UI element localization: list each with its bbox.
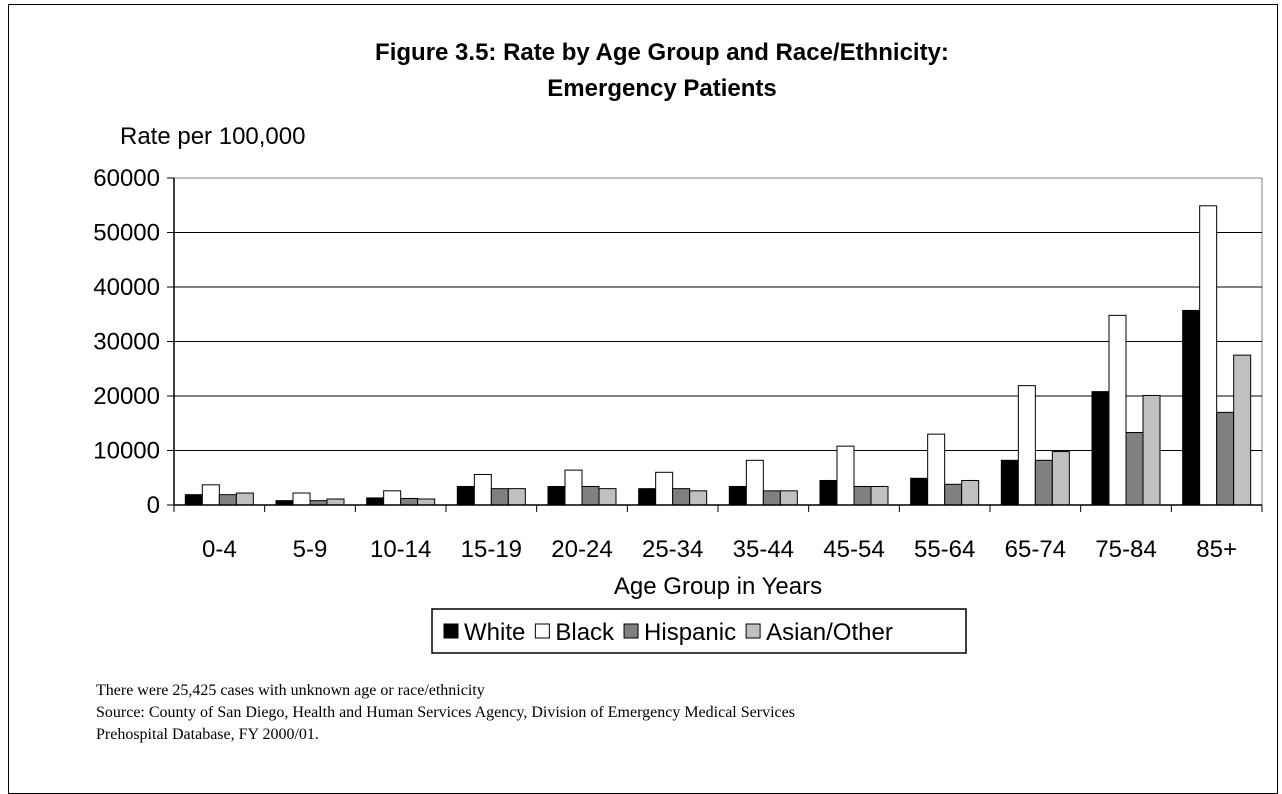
y-tick-label: 20000 [93,383,160,410]
bar-hispanic-25-34 [672,488,691,506]
bar-white-65-74 [1000,459,1019,506]
bar-hispanic-20-24 [581,485,600,506]
bar-hispanic-65-74 [1034,459,1053,506]
note-database: Prehospital Database, FY 2000/01. [96,726,319,743]
bar-hispanic-75-84 [1125,432,1144,506]
legend-label: Asian/Other [766,619,893,646]
x-tick-label: 5-9 [293,536,328,563]
x-tick-label: 45-54 [823,536,884,563]
bar-asian-other-0-4 [235,492,254,506]
legend-swatch [745,623,761,639]
bar-black-75-84 [1108,314,1127,506]
legend-swatch [623,623,639,639]
bar-hispanic-35-44 [762,490,781,506]
bar-black-55-64 [927,433,946,506]
bar-white-85+ [1182,309,1201,506]
chart-title-line2: Emergency Patients [547,75,776,102]
note-source: Source: County of San Diego, Health and … [96,704,795,721]
bar-asian-other-35-44 [779,490,798,506]
x-tick-label: 65-74 [1005,536,1066,563]
bar-asian-other-75-84 [1142,394,1161,506]
chart: Figure 3.5: Rate by Age Group and Race/E… [93,39,1263,654]
bar-asian-other-10-14 [417,498,436,506]
x-tick-label: 75-84 [1095,536,1156,563]
legend-label: Black [555,619,615,646]
legend-swatch [443,623,459,639]
bar-white-75-84 [1091,391,1110,506]
bar-asian-other-20-24 [598,488,617,506]
x-tick-label: 10-14 [370,536,431,563]
x-tick-label: 0-4 [202,536,237,563]
y-tick-label: 0 [147,492,160,519]
legend-box [431,608,967,654]
legend-label: Hispanic [644,619,736,646]
x-tick-label: 55-64 [914,536,975,563]
bar-black-25-34 [655,471,674,506]
bar-black-65-74 [1017,385,1036,506]
bar-hispanic-85+ [1216,411,1235,506]
legend-swatch [534,623,550,639]
bar-white-10-14 [366,497,385,506]
bar-asian-other-55-64 [961,479,980,506]
x-tick-label: 25-34 [642,536,703,563]
y-tick-labels: 0 10000 20000 30000 40000 50000 60000 [93,165,160,519]
bar-white-20-24 [547,485,566,506]
x-tick-label: 35-44 [733,536,794,563]
x-tick-labels: 0-4 5-9 10-14 15-19 20-24 25-34 35-44 45-54 55-6… [202,536,1237,563]
axes [167,177,1263,512]
bar-black-10-14 [383,490,402,506]
bar-white-0-4 [184,494,203,506]
bar-black-0-4 [201,484,220,506]
bar-asian-other-15-19 [507,488,526,506]
bar-white-15-19 [456,485,475,506]
bar-hispanic-0-4 [218,494,237,506]
y-axis-label: Rate per 100,000 [120,123,305,150]
bar-black-5-9 [292,492,311,506]
gridlines [174,177,1263,505]
x-tick-label: 15-19 [461,536,522,563]
bars [184,205,1252,506]
bar-white-55-64 [910,477,929,506]
y-tick-label: 40000 [93,274,160,301]
bar-asian-other-85+ [1233,354,1252,506]
bar-asian-other-5-9 [326,498,345,506]
bar-hispanic-10-14 [400,497,419,506]
bar-hispanic-45-54 [853,485,872,506]
bar-black-45-54 [836,445,855,506]
bar-asian-other-65-74 [1051,451,1070,506]
bar-white-25-34 [638,488,657,506]
x-tick-label: 20-24 [551,536,612,563]
y-tick-label: 60000 [93,165,160,192]
y-tick-label: 50000 [93,220,160,247]
chart-frame [8,4,1278,794]
chart-title-line1: Figure 3.5: Rate by Age Group and Race/E… [375,39,949,66]
bar-black-20-24 [564,469,583,506]
y-tick-label: 10000 [93,438,160,465]
bar-hispanic-55-64 [944,483,963,506]
bar-hispanic-15-19 [490,488,509,506]
x-axis-label: Age Group in Years [614,573,822,600]
bar-white-35-44 [728,485,747,506]
footnotes: There were 25,425 cases with unknown age… [96,680,795,746]
bar-white-45-54 [819,479,838,506]
y-tick-label: 30000 [93,329,160,356]
x-tick-label: 85+ [1196,536,1237,563]
legend-label: White [464,619,525,646]
bar-black-35-44 [745,459,764,506]
legend: White Black Hispanic Asian/Other [431,608,967,654]
bar-asian-other-25-34 [689,490,708,506]
bar-black-85+ [1199,205,1218,506]
note-unknown-cases: There were 25,425 cases with unknown age… [96,682,485,699]
bar-black-15-19 [473,473,492,506]
bar-asian-other-45-54 [870,485,889,506]
